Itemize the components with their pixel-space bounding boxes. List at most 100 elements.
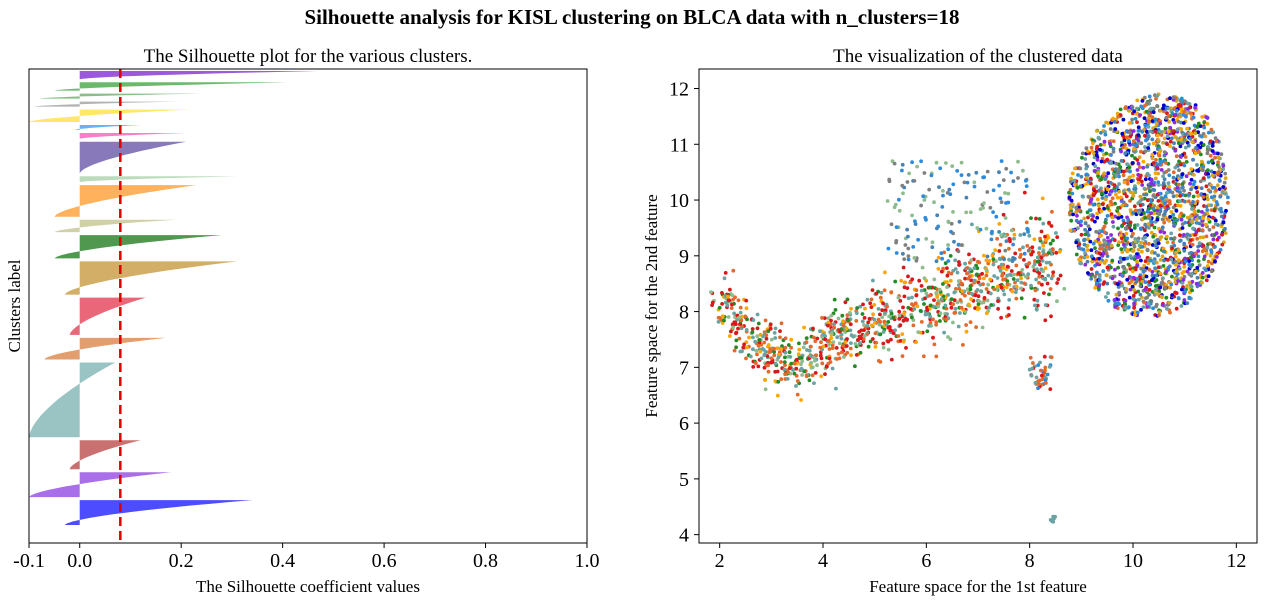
scatter-point (1105, 157, 1110, 162)
scatter-point (773, 361, 778, 366)
scatter-point (1153, 117, 1158, 122)
scatter-ylabel: Feature space for the 2nd feature (642, 194, 661, 417)
scatter-point (1154, 287, 1158, 292)
scatter-point (737, 336, 742, 341)
scatter-point (881, 341, 886, 346)
scatter-point (1137, 155, 1142, 160)
scatter-point (1182, 163, 1187, 168)
suptitle: Silhouette analysis for KISL clustering … (304, 5, 959, 29)
scatter-point (1051, 248, 1055, 252)
scatter-point (726, 315, 731, 319)
scatter-point (763, 387, 768, 392)
scatter-point (1033, 381, 1038, 385)
scatter-point (1104, 120, 1108, 125)
scatter-point (1150, 278, 1154, 283)
scatter-point (1013, 290, 1018, 294)
scatter-point (1168, 215, 1172, 219)
scatter-point (1072, 182, 1077, 187)
scatter-point (1174, 291, 1179, 295)
scatter-point (822, 316, 827, 320)
scatter-point (1167, 119, 1171, 124)
scatter-point (856, 338, 860, 342)
scatter-point (778, 335, 782, 340)
silhouette-plot: The Silhouette plot for the various clus… (5, 46, 600, 596)
scatter-point (1157, 153, 1162, 158)
scatter-point (1180, 281, 1185, 285)
silhouette-cluster-5 (69, 297, 146, 335)
scatter-point (821, 344, 826, 349)
scatter-point (1086, 233, 1091, 238)
scatter-point (1048, 387, 1053, 391)
scatter-point (1171, 98, 1176, 102)
scatter-point (1011, 272, 1016, 277)
scatter-point (916, 330, 921, 334)
scatter-point (845, 297, 850, 302)
scatter-point (1135, 120, 1139, 124)
scatter-point (1093, 246, 1097, 251)
scatter-point (957, 286, 961, 291)
scatter-point (1200, 271, 1205, 275)
scatter-point (1217, 235, 1221, 240)
scatter-point (1151, 141, 1156, 146)
scatter-point (1183, 155, 1188, 159)
scatter-point (1110, 215, 1115, 220)
scatter-point (1103, 176, 1108, 181)
scatter-point (1094, 229, 1099, 234)
scatter-point (1193, 151, 1198, 156)
scatter-point (1152, 259, 1157, 264)
scatter-point (1137, 178, 1141, 182)
scatter-point (956, 242, 961, 247)
scatter-point (1007, 313, 1011, 317)
scatter-point (1135, 106, 1139, 111)
scatter-point (1161, 140, 1165, 145)
scatter-point (932, 304, 936, 309)
scatter-point (1112, 183, 1117, 188)
scatter-point (1049, 276, 1054, 281)
scatter-point (1044, 260, 1049, 265)
silhouette-cluster-1 (29, 472, 171, 498)
scatter-point (1136, 172, 1141, 177)
scatter-point (1117, 290, 1121, 295)
scatter-point (1145, 209, 1150, 214)
scatter-point (854, 311, 859, 315)
scatter-point (1226, 195, 1230, 200)
scatter-point (1104, 273, 1109, 278)
scatter-point (1003, 248, 1008, 253)
scatter-point (995, 276, 1000, 280)
scatter-point (1132, 288, 1136, 292)
scatter-point (1055, 281, 1059, 285)
scatter-point (874, 291, 879, 296)
scatter-point (839, 350, 844, 355)
scatter-point (1200, 223, 1205, 228)
scatter-point (913, 222, 918, 227)
scatter-point (727, 334, 732, 338)
scatter-point (938, 319, 942, 323)
scatter-point (1033, 303, 1037, 308)
scatter-point (745, 345, 749, 350)
scatter-point (962, 180, 967, 185)
scatter-point (889, 357, 894, 362)
scatter-point (1132, 301, 1136, 306)
scatter-point (1141, 269, 1146, 274)
scatter-point (910, 277, 915, 282)
scatter-point (938, 311, 943, 316)
scatter-point (738, 305, 743, 310)
silhouette-cluster-3 (29, 362, 116, 438)
scatter-point (1223, 231, 1228, 236)
scatter-point (968, 320, 973, 324)
scatter-point (1177, 190, 1182, 195)
scatter-point (1094, 153, 1099, 158)
scatter-point (1076, 226, 1080, 231)
scatter-point (958, 298, 963, 302)
scatter-point (826, 338, 831, 343)
scatter-point (1155, 166, 1160, 171)
scatter-point (1111, 220, 1115, 224)
scatter-point (1134, 111, 1139, 116)
scatter-point (1143, 287, 1148, 292)
scatter-point (999, 262, 1004, 267)
scatter-point (994, 214, 999, 219)
scatter-point (1011, 277, 1016, 281)
scatter-point (1165, 134, 1170, 139)
scatter-point (905, 286, 910, 290)
scatter-point (1001, 266, 1006, 270)
